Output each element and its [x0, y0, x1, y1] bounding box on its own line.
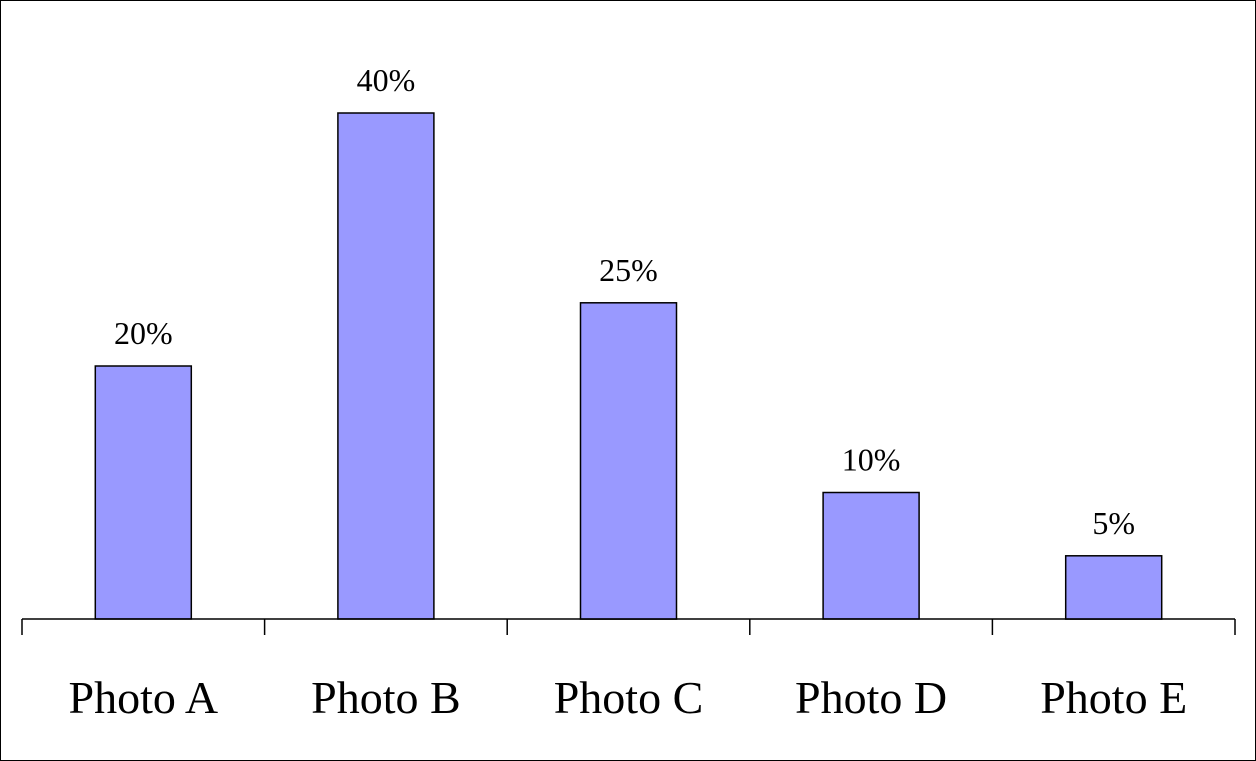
x-tick-label-photo-d: Photo D	[795, 672, 947, 723]
bars-group	[94, 112, 1163, 620]
bar-photo-e	[1064, 555, 1163, 620]
bar-photo-b	[337, 112, 435, 620]
bar-photo-c	[579, 302, 678, 620]
x-tick-label-photo-a: Photo A	[69, 672, 219, 723]
x-tick-label-photo-c: Photo C	[554, 672, 704, 723]
bar-photo-a	[94, 365, 193, 620]
data-labels-group: 20% 40% 25% 10% 5%	[114, 62, 1135, 541]
x-tick-label-photo-e: Photo E	[1040, 672, 1187, 723]
x-tick-label-photo-b: Photo B	[311, 672, 461, 723]
data-label-photo-b: 40%	[357, 62, 416, 98]
data-label-photo-e: 5%	[1092, 505, 1135, 541]
bar-photo-d	[822, 491, 920, 620]
data-label-photo-a: 20%	[114, 315, 173, 351]
x-tick-labels-group: Photo A Photo B Photo C Photo D Photo E	[69, 672, 1188, 723]
data-label-photo-c: 25%	[599, 252, 658, 288]
x-ticks-group	[21, 619, 1236, 635]
data-label-photo-d: 10%	[842, 442, 901, 478]
